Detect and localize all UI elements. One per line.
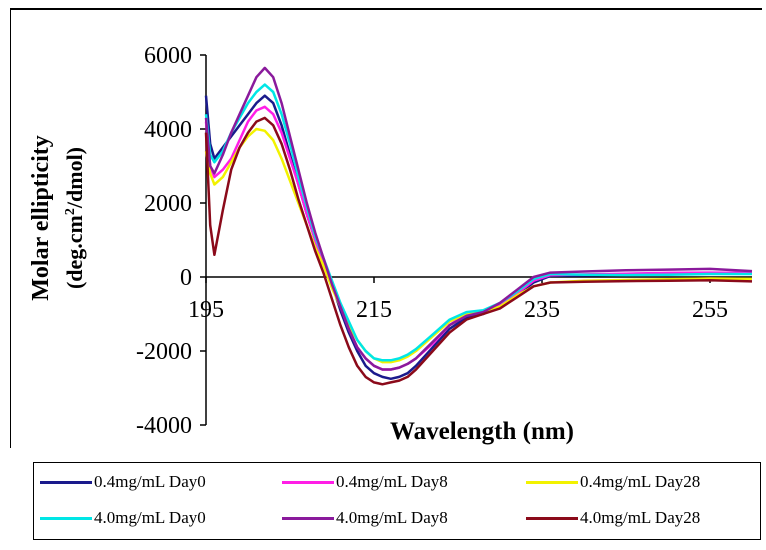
series-line-4: [204, 83, 752, 362]
x-axis-label: Wavelength (nm): [390, 418, 574, 445]
legend-swatch: [40, 480, 92, 484]
legend-swatch: [282, 516, 334, 520]
legend-item: 4.0mg/mL Day0: [40, 506, 206, 530]
legend-swatch: [40, 516, 92, 520]
y-tick-label: 2000: [144, 191, 192, 217]
legend-label: 0.4mg/mL Day0: [94, 472, 206, 491]
series-line-1: [204, 94, 752, 381]
y-tick-label: 4000: [144, 117, 192, 143]
legend-item: 0.4mg/mL Day8: [282, 470, 448, 494]
legend-item: 4.0mg/mL Day28: [526, 506, 700, 530]
legend-swatch: [282, 480, 334, 484]
y-tick-label: -4000: [136, 413, 192, 439]
legend-label: 4.0mg/mL Day8: [336, 508, 448, 527]
y-tick-label: 6000: [144, 43, 192, 69]
legend-swatch: [526, 480, 578, 484]
y-axis-label-line2: (deg.cm2/dmol): [62, 147, 87, 289]
legend-item: 0.4mg/mL Day28: [526, 470, 700, 494]
legend: 0.4mg/mL Day0 0.4mg/mL Day8 0.4mg/mL Day28…: [33, 462, 761, 540]
series-line-6: [204, 116, 753, 386]
axes: [205, 55, 752, 425]
chart-frame: [10, 8, 762, 448]
y-axis-label-line1: Molar ellipticity: [28, 135, 54, 301]
legend-item: 4.0mg/mL Day8: [282, 506, 448, 530]
y-tick-label: 0: [180, 265, 192, 291]
x-tick-label: 215: [356, 297, 392, 323]
y-axis-ticks: 6000 4000 2000 0 -2000 -4000: [136, 43, 206, 439]
legend-label: 4.0mg/mL Day28: [580, 508, 701, 527]
legend-item: 0.4mg/mL Day0: [40, 470, 206, 494]
series-layer: [204, 66, 753, 386]
y-tick-label: -2000: [136, 339, 192, 365]
series-line-5: [204, 66, 753, 371]
legend-label: 4.0mg/mL Day0: [94, 508, 206, 527]
legend-label: 0.4mg/mL Day28: [580, 472, 701, 491]
legend-label: 0.4mg/mL Day8: [336, 472, 448, 491]
x-axis-ticks: 195 215 235 255: [188, 277, 728, 323]
x-tick-label: 255: [692, 297, 728, 323]
legend-swatch: [526, 516, 578, 520]
x-tick-label: 235: [524, 297, 560, 323]
